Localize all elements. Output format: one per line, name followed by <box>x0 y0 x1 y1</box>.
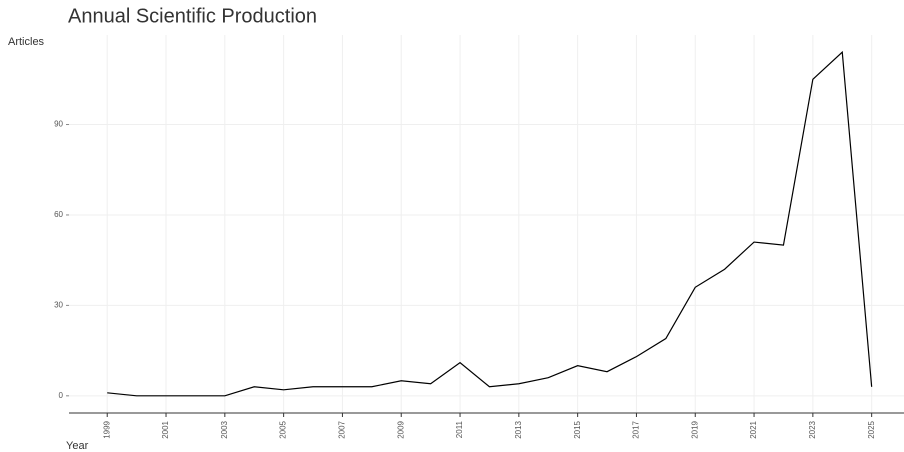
x-tick-label: 2011 <box>455 420 464 438</box>
x-tick-label: 2003 <box>220 420 229 438</box>
x-tick-label: 2023 <box>808 420 817 438</box>
x-tick-label: 2007 <box>338 420 347 438</box>
y-tick-label: 30 <box>54 300 63 309</box>
x-tick-label: 2001 <box>161 420 170 438</box>
line <box>107 50 873 397</box>
y-tick-label: 60 <box>54 210 63 219</box>
x-axis-label: Year <box>66 440 89 452</box>
x-tick-label: 2015 <box>573 420 582 438</box>
x-tick-label: 2009 <box>396 420 405 438</box>
x-tick-label: 2013 <box>514 420 523 438</box>
x-tick-label: 2021 <box>749 420 758 438</box>
y-axis-label: Articles <box>8 36 45 48</box>
y-tick-label: 0 <box>59 391 64 400</box>
x-tick-label: 1999 <box>102 420 111 438</box>
x-tick-label: 2005 <box>279 420 288 438</box>
x-tick-label: 2019 <box>690 420 699 438</box>
y-tick-label: 90 <box>54 120 63 129</box>
x-tick-label: 2017 <box>632 420 641 438</box>
chart-title: Annual Scientific Production <box>68 5 317 27</box>
x-tick-label: 2025 <box>867 420 876 438</box>
